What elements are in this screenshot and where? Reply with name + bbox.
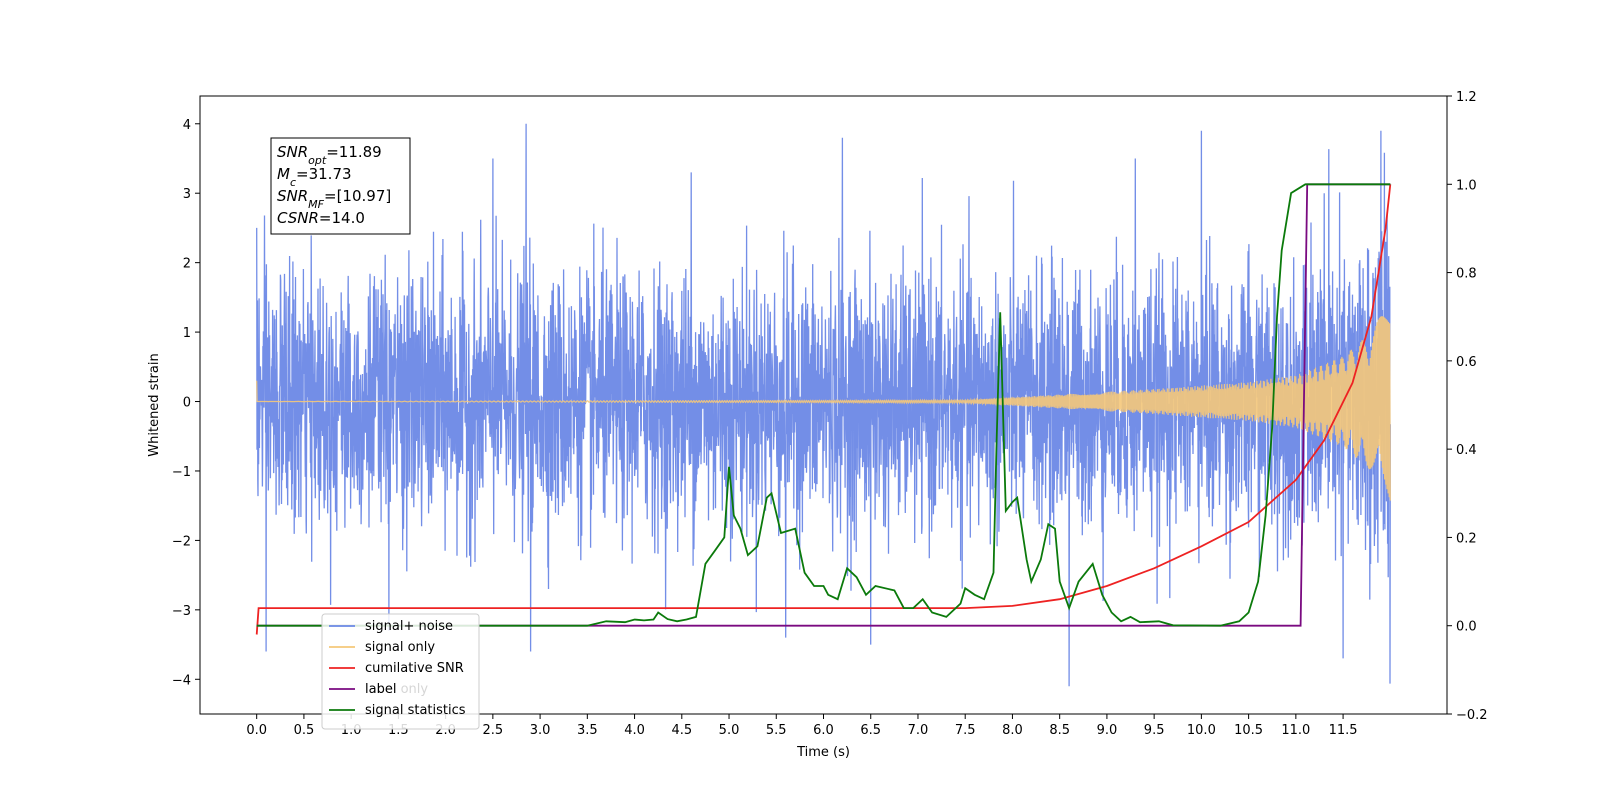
x-tick-label: 5.0	[719, 723, 740, 738]
x-tick-label: 6.5	[860, 723, 881, 738]
series-signal-only-line	[256, 316, 1391, 501]
x-tick-label: 11.5	[1329, 723, 1358, 738]
y2-tick-label: 1.2	[1456, 90, 1477, 105]
x-tick-label: 11.0	[1281, 723, 1310, 738]
y2-tick-label: −0.2	[1456, 708, 1488, 723]
y-tick-label: 4	[183, 118, 191, 133]
annotation-snr-mf: SNRMF=[10.97]	[277, 187, 391, 211]
y2-tick-label: 0.4	[1456, 443, 1477, 458]
annotation-csnr: CSNR=14.0	[277, 209, 365, 227]
x-tick-label: 8.0	[1002, 723, 1023, 738]
y-tick-label: 1	[183, 326, 191, 341]
y2-tick-label: 0.0	[1456, 620, 1477, 635]
right-y-axis-ticks: −0.2 0.0 0.2 0.4 0.6 0.8 1.0 1.2	[1447, 90, 1488, 723]
series-group	[255, 123, 1392, 687]
legend-label-faded: label only	[365, 682, 428, 697]
y-tick-label: 2	[183, 257, 191, 272]
x-tick-label: 0.5	[294, 723, 315, 738]
x-tick-label: 10.5	[1234, 723, 1263, 738]
y-tick-label: −1	[172, 465, 191, 480]
x-tick-label: 3.5	[577, 723, 598, 738]
snr-annotation-box: SNRopt=11.89 Mc=31.73 SNRMF=[10.97] CSNR…	[270, 137, 411, 235]
legend-label: signal statistics	[365, 703, 466, 718]
y2-tick-label: 0.6	[1456, 355, 1477, 370]
x-tick-label: 10.0	[1187, 723, 1216, 738]
x-tick-label: 9.0	[1097, 723, 1118, 738]
y2-tick-label: 1.0	[1456, 178, 1477, 193]
x-tick-label: 6.0	[813, 723, 834, 738]
annotation-snr-opt: SNRopt=11.89	[277, 143, 382, 167]
y2-tick-label: 0.2	[1456, 531, 1477, 546]
plot-series-layer	[255, 123, 1392, 687]
annotation-chirp-mass: Mc=31.73	[277, 165, 352, 189]
y-axis-ticks: −4 −3 −2 −1 0 1 2 3 4	[172, 118, 200, 688]
y-tick-label: 0	[183, 396, 191, 411]
x-tick-label: 7.0	[908, 723, 929, 738]
legend-item: cumilative SNR	[329, 661, 464, 676]
x-tick-label: 4.5	[671, 723, 692, 738]
legend: signal+ noise signal only cumilative SNR la…	[321, 613, 480, 730]
legend-item: signal+ noise	[329, 619, 453, 634]
legend-label: signal only	[365, 640, 435, 655]
series-cumilative-snr-line	[255, 184, 1392, 635]
series-signal-noise-line	[256, 123, 1391, 687]
x-tick-label: 2.5	[483, 723, 504, 738]
y-tick-label: −3	[172, 604, 191, 619]
x-tick-label: 5.5	[766, 723, 787, 738]
legend-label: signal+ noise	[365, 619, 453, 634]
y-tick-label: −4	[172, 673, 191, 688]
x-tick-label: 3.0	[530, 723, 551, 738]
legend-item: signal only	[329, 640, 435, 655]
x-axis-label: Time (s)	[796, 745, 850, 760]
y-tick-label: −2	[172, 534, 191, 549]
legend-label: label	[365, 682, 396, 697]
x-tick-label: 8.5	[1049, 723, 1070, 738]
y2-tick-label: 0.8	[1456, 267, 1477, 282]
legend-label: cumilative SNR	[365, 661, 464, 676]
y-tick-label: 3	[183, 187, 191, 202]
legend-item: signal statistics	[329, 703, 466, 718]
series-signal-statistics-line	[256, 183, 1391, 627]
annotation-frame	[270, 137, 411, 235]
y-axis-label: Whitened strain	[147, 353, 162, 456]
x-tick-label: 0.0	[246, 723, 267, 738]
x-tick-label: 4.0	[624, 723, 645, 738]
legend-frame	[321, 613, 480, 730]
x-tick-label: 9.5	[1144, 723, 1165, 738]
x-tick-label: 7.5	[955, 723, 976, 738]
